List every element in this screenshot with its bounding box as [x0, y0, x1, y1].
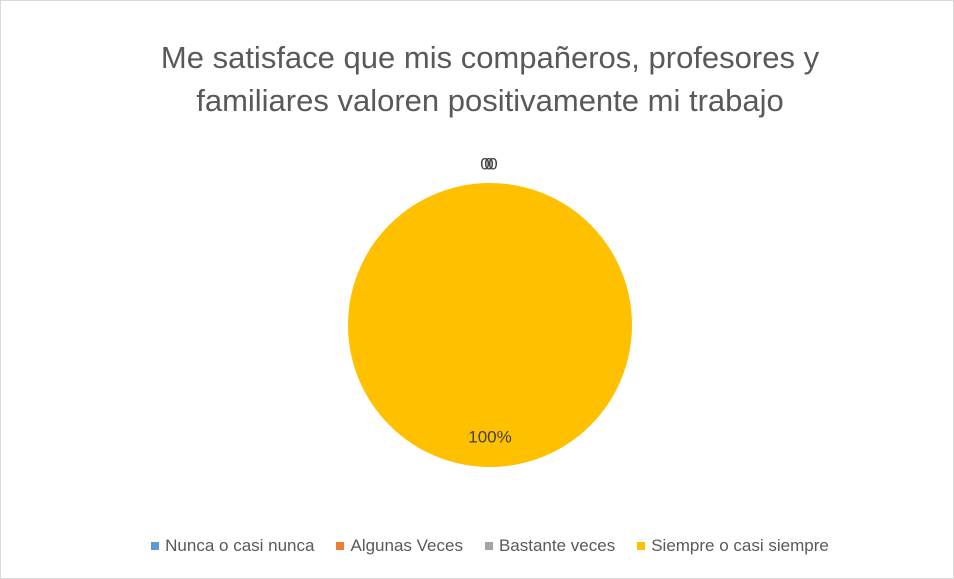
legend-swatch: [336, 542, 345, 550]
legend-swatch: [484, 542, 493, 550]
legend-swatch: [151, 542, 160, 550]
legend-swatch: [637, 542, 646, 550]
legend-label: Siempre o casi siempre: [651, 536, 829, 555]
pie-slice: [346, 180, 634, 470]
legend-item: Siempre o casi siempre: [637, 536, 829, 556]
legend-label: Bastante veces: [498, 536, 616, 555]
data-label: 100%: [468, 427, 511, 446]
legend-label: Nunca o casi nunca: [165, 536, 315, 555]
legend-item: Bastante veces: [484, 536, 616, 556]
legend-item: Algunas Veces: [336, 536, 463, 556]
data-label: 0: [480, 154, 489, 173]
legend: Nunca o casi nunca Algunas Veces Bastante …: [0, 536, 954, 556]
legend-label: Algunas Veces: [350, 536, 463, 555]
chart-title: Me satisface que mis compañeros, profeso…: [160, 40, 820, 118]
data-label: 0: [488, 154, 497, 173]
data-label: 0: [484, 154, 493, 173]
legend-item: Nunca o casi nunca: [151, 536, 314, 556]
